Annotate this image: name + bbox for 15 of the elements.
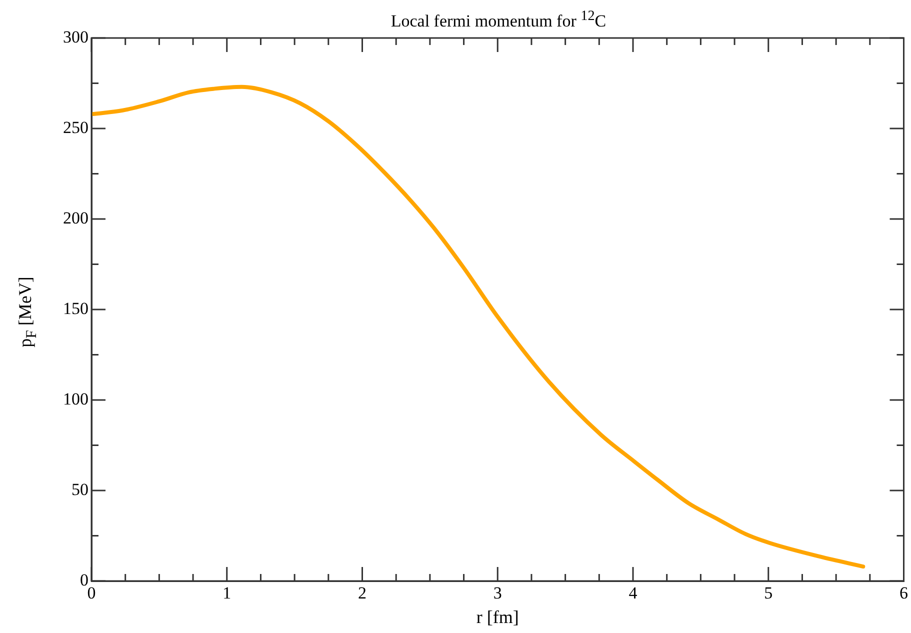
y-tick-label: 0 <box>80 570 88 590</box>
chart-title: Local fermi momentum for $^{12}$C <box>390 8 608 32</box>
x-tick-label: 3 <box>493 584 502 603</box>
x-axis-title: r [fm] <box>476 606 519 627</box>
x-tick-label: 5 <box>764 584 773 603</box>
y-tick-label: 300 <box>63 27 88 46</box>
x-tick-label: 2 <box>358 584 366 603</box>
y-tick-label: 150 <box>63 298 88 318</box>
x-tick-label: 1 <box>222 584 232 603</box>
y-tick-label: 200 <box>63 208 88 228</box>
y-tick-label: 50 <box>72 480 88 499</box>
y-tick-label: 250 <box>63 118 88 137</box>
x-tick-label: 6 <box>900 584 908 603</box>
x-tick-label: 4 <box>628 584 638 603</box>
y-tick-label: 100 <box>63 389 88 408</box>
